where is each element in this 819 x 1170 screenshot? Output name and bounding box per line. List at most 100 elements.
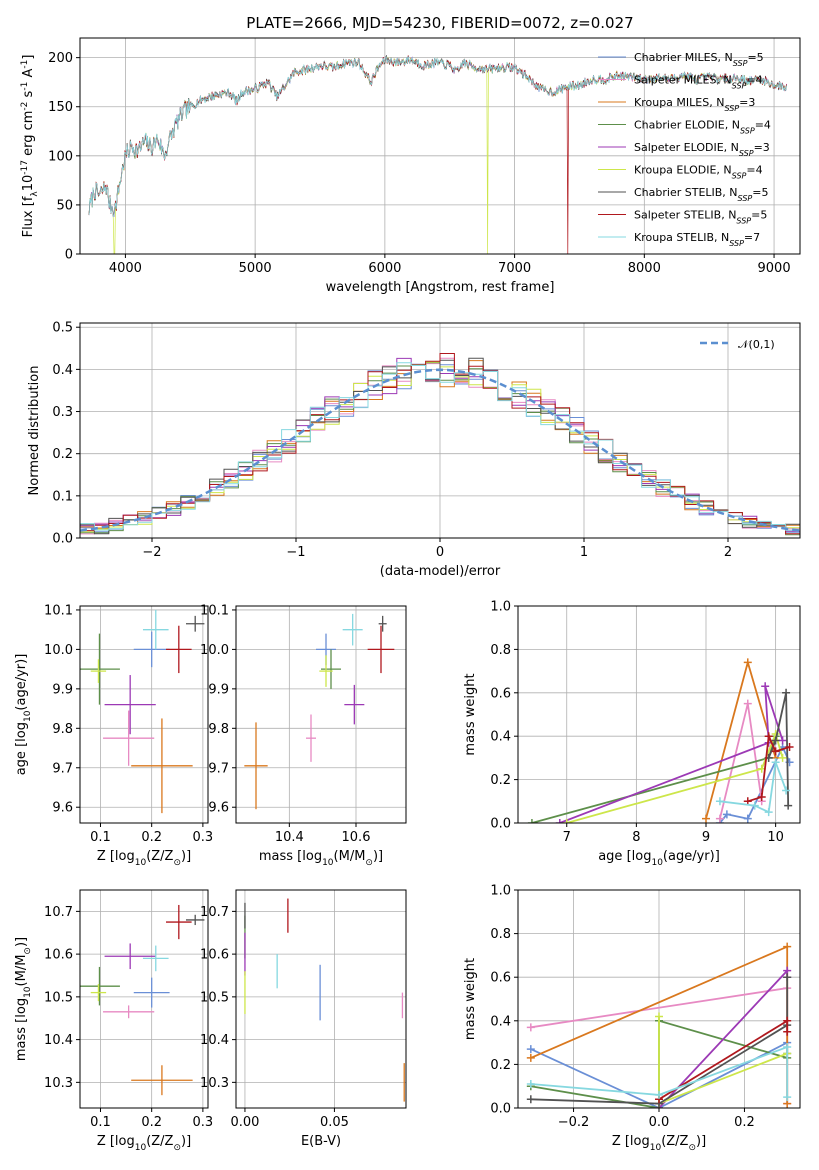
residuals-ytick-label-2: 0.2 [52,447,73,462]
chart-residuals: −2 −1 0 1 2 0.0 0.1 0.2 0.3 0.4 0.5 (data-model)/er… [27,321,801,579]
residuals-xtick-label-4: 2 [724,545,732,560]
spectrum-plot-area [88,54,787,254]
Z_mass-xlabel: Z [log10(Z/Z⊙)] [97,1134,191,1153]
Z_mass-point-salpeter-miles [103,1005,155,1019]
spectrum-ytick-label-4: 200 [48,51,73,66]
Z_weight-marker-kroupa-stelib-2 [783,1042,792,1051]
age_weight-xtick-label-2: 9 [702,830,710,845]
age_weight-line-kroupa-stelib [719,761,787,814]
age_weight-marker-salpeter-elodie-0 [555,819,564,823]
chart-ebv_mass: 0.00 0.05 10.3 10.4 10.5 10.6 10.7 E(B-V) [200,889,407,1149]
Z_weight-plot-area [526,942,792,1108]
residuals-plot-area [80,353,800,538]
Z_weight-marker-chabrier-miles-0 [526,1045,535,1054]
age_weight-xtick-label-0: 7 [563,830,571,845]
figure-title: PLATE=2666, MJD=54230, FIBERID=0072, z=0… [246,14,633,32]
mass_age-ytick-label-3: 9.9 [208,682,229,697]
Z_mass-ytick-label-0: 10.3 [44,1076,73,1091]
chart-spectrum: 4000 5000 6000 7000 8000 9000 0 50 100 150 200 wave… [20,37,801,295]
mass_age-frame [235,605,407,824]
Z_weight-marker-salpeter-stelib-2 [783,1027,792,1036]
Z_weight-marker-kroupa-elodie-0 [655,1012,663,1021]
age_weight-xtick-label-1: 8 [632,830,640,845]
residuals-ylabel: Normed distribution [27,366,42,496]
legend-label-kroupa-miles: Kroupa MILES, NSSP=3 [634,96,755,113]
age_weight-ytick-label-2: 0.4 [490,730,511,745]
normal-reference-curve [80,368,800,532]
legend-label-normal: 𝒩(0,1) [738,338,775,351]
mass_age-ytick-label-1: 9.7 [208,761,229,776]
Z_age-point-chabrier-elodie [80,633,120,705]
legend-label-salpeter-elodie: Salpeter ELODIE, NSSP=3 [634,141,770,158]
age_weight-ytick-label-3: 0.6 [490,686,511,701]
age_weight-marker-chabrier-elodie-0 [527,819,536,823]
age_weight-marker-salpeter-miles-1 [743,699,752,708]
residuals-ytick-label-1: 0.1 [52,489,73,504]
Z_weight-ytick-label-3: 0.6 [490,971,511,986]
chart-mass_age: 10.4 10.6 9.6 9.7 9.8 9.9 10.0 10.1 mass [log10(… [200,603,407,868]
age_weight-marker-kroupa-stelib-1 [750,801,759,810]
legend-label-salpeter-stelib: Salpeter STELIB, NSSP=5 [634,209,767,226]
age_weight-ytick-label-1: 0.2 [490,773,511,788]
Z_weight-xlabel: Z [log10(Z/Z⊙)] [612,1134,706,1153]
spectrum-ytick-label-0: 0 [65,248,73,263]
Z_age-xlabel: Z [log10(Z/Z⊙)] [97,849,191,868]
Z_mass-point-salpeter-elodie [104,943,156,970]
Z_weight-marker-kroupa-miles-1 [783,942,792,951]
spectrum-ylabel: Flux [fλ10-17 erg cm-2 s-1 A-1] [20,55,40,238]
Z_weight-marker-kroupa-miles-0 [526,1053,535,1062]
Z_age-point-salpeter-miles [103,710,155,766]
mass_age-point-salpeter-elodie [344,684,365,725]
age_weight-marker-chabrier-stelib-2 [782,688,791,697]
age_weight-marker-kroupa-elodie-0 [562,819,571,823]
Z_age-xtick-label-1: 0.2 [141,830,162,845]
residuals-ytick-label-0: 0.0 [52,532,73,547]
ebv_mass-xtick-label-1: 0.05 [320,1115,349,1130]
age_weight-marker-kroupa-elodie-3 [778,753,787,762]
mass_age-point-kroupa-elodie [319,655,333,687]
Z_age-point-chabrier-miles [133,631,170,668]
chart-Z_weight: −0.2 0.0 0.2 0.0 0.2 0.4 0.6 0.8 1.0 Z [log10(Z/Z… [463,884,801,1153]
Z_age-ytick-label-4: 10.0 [44,643,73,658]
legend-label-salpeter-miles: Salpeter MILES, NSSP=4 [634,74,763,91]
age_weight-marker-kroupa-stelib-0 [715,797,724,806]
Z_mass-xtick-label-0: 0.1 [90,1115,111,1130]
residuals-ytick-label-3: 0.3 [52,405,73,420]
mass_age-xtick-label-0: 10.4 [275,830,304,845]
age_weight-marker-salpeter-stelib-3 [771,747,780,756]
age_weight-marker-chabrier-stelib-1 [771,736,780,745]
Z_age-xtick-label-0: 0.1 [90,830,111,845]
spectrum-xlabel: wavelength [Angstrom, rest frame] [326,280,555,295]
spectrum-frame [79,37,801,255]
ebv_mass-ytick-label-4: 10.7 [200,905,229,920]
Z_mass-point-kroupa-elodie [90,984,107,1002]
age_weight-marker-salpeter-stelib-1 [757,792,766,801]
mass_age-ytick-label-4: 10.0 [200,643,229,658]
Z_mass-point-chabrier-stelib [185,914,205,926]
chart-age_weight: 7 8 9 10 0.0 0.2 0.4 0.6 0.8 1.0 age [log10(age/yr… [463,600,801,868]
age_weight-plot-area [527,658,794,823]
Z_age-frame [79,605,209,824]
Z_age-xtick-label-2: 0.3 [193,830,214,845]
Z_weight-xtick-label-1: 0.0 [649,1115,670,1130]
spectrum-xtick-label-2: 6000 [368,261,401,276]
plots-container: 4000 5000 6000 7000 8000 9000050100150200wave… [14,37,801,1153]
Z_mass-point-kroupa-miles [131,1065,193,1096]
histogram-kroupa-stelib [80,362,800,538]
Z_weight-ylabel: mass weight [463,958,478,1040]
residuals-xtick-label-3: 1 [580,545,588,560]
spectrum-xtick-label-0: 4000 [109,261,142,276]
Z_age-ytick-label-1: 9.7 [52,761,73,776]
mass_age-xlabel: mass [log10(M/M⊙)] [259,849,383,868]
spectrum-ytick-label-1: 50 [56,198,73,213]
residuals-ytick-label-5: 0.5 [52,321,73,336]
Z_mass-point-salpeter-stelib [166,904,192,940]
histogram-salpeter-stelib [80,353,800,535]
ebv_mass-plot-area [244,898,405,1102]
Z_age-point-kroupa-elodie [90,659,107,683]
Z_weight-marker-kroupa-stelib-3 [783,1093,792,1102]
age_weight-xtick-label-3: 10 [767,830,784,845]
Z_age-point-kroupa-miles [131,718,193,814]
Z_age-plot-area [80,609,205,814]
